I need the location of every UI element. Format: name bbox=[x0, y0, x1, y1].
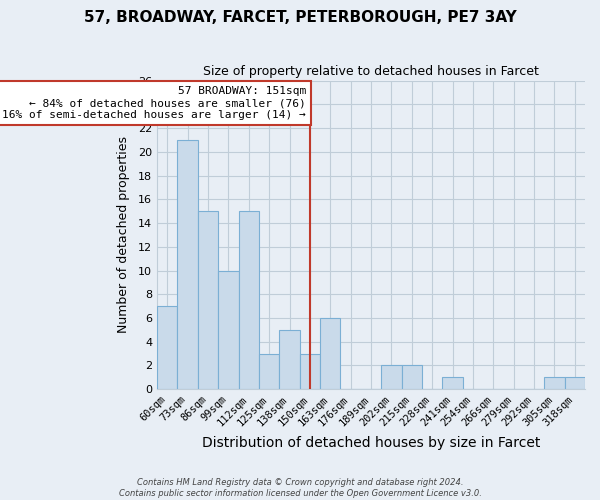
Bar bbox=[401, 366, 422, 389]
Bar bbox=[442, 378, 463, 389]
Bar bbox=[565, 378, 585, 389]
Title: Size of property relative to detached houses in Farcet: Size of property relative to detached ho… bbox=[203, 65, 539, 78]
Bar bbox=[544, 378, 565, 389]
Bar bbox=[218, 270, 239, 389]
Bar bbox=[157, 306, 178, 389]
Bar bbox=[259, 354, 280, 389]
Bar bbox=[280, 330, 300, 389]
Text: 57, BROADWAY, FARCET, PETERBOROUGH, PE7 3AY: 57, BROADWAY, FARCET, PETERBOROUGH, PE7 … bbox=[83, 10, 517, 25]
Bar bbox=[300, 354, 320, 389]
Bar bbox=[178, 140, 198, 389]
Text: Contains HM Land Registry data © Crown copyright and database right 2024.
Contai: Contains HM Land Registry data © Crown c… bbox=[119, 478, 481, 498]
X-axis label: Distribution of detached houses by size in Farcet: Distribution of detached houses by size … bbox=[202, 436, 540, 450]
Text: 57 BROADWAY: 151sqm
← 84% of detached houses are smaller (76)
16% of semi-detach: 57 BROADWAY: 151sqm ← 84% of detached ho… bbox=[2, 86, 306, 120]
Bar bbox=[198, 211, 218, 389]
Y-axis label: Number of detached properties: Number of detached properties bbox=[116, 136, 130, 334]
Bar bbox=[320, 318, 340, 389]
Bar bbox=[381, 366, 401, 389]
Bar bbox=[239, 211, 259, 389]
